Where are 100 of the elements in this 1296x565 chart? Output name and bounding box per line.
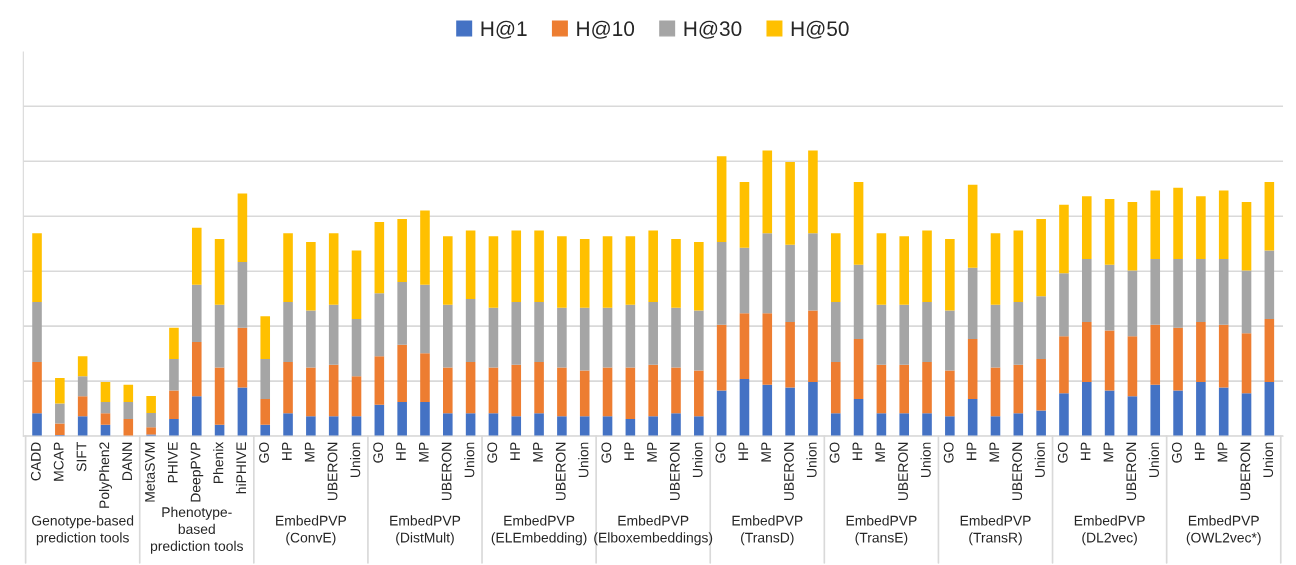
- bar: [191, 341, 202, 397]
- bar: [808, 381, 818, 437]
- bar: [420, 210, 430, 285]
- x-tick-label: GO: [715, 442, 726, 463]
- bar: [785, 321, 795, 388]
- bar: [1036, 359, 1046, 411]
- bar: [191, 227, 202, 285]
- x-tick-label: GO: [601, 442, 612, 463]
- bar: [808, 233, 818, 311]
- text: Genotype-based prediction tools: [32, 515, 134, 546]
- bar: [648, 364, 658, 417]
- bar: [351, 416, 362, 437]
- bar: [100, 381, 111, 402]
- x-tick-label: MP: [761, 442, 771, 462]
- bar: [488, 236, 499, 308]
- bar: [716, 324, 727, 391]
- bar: [328, 416, 339, 437]
- bar: [967, 399, 978, 437]
- bar: [694, 310, 704, 371]
- bar: [237, 261, 248, 328]
- bar: [1150, 384, 1161, 437]
- bar: [1150, 259, 1161, 325]
- bar: [990, 416, 1001, 437]
- text: EmbedPVP (DL2vec): [1074, 515, 1145, 546]
- bar: [214, 367, 225, 425]
- x-tick-label: HP: [852, 442, 863, 460]
- bar: [328, 364, 339, 417]
- x-tick-label: MetaSVM: [145, 442, 155, 502]
- x-tick-label: UBERON: [327, 442, 338, 501]
- bar: [602, 236, 613, 308]
- bar: [1264, 319, 1275, 382]
- x-tick-label: DANN: [122, 442, 132, 480]
- bar: [328, 233, 339, 305]
- bar: [1264, 181, 1275, 251]
- bar: [1241, 333, 1252, 394]
- bar: [1104, 199, 1115, 265]
- x-tick-label: GO: [829, 442, 840, 463]
- bar: [922, 301, 932, 362]
- bar: [214, 304, 225, 368]
- bar: [77, 376, 88, 397]
- bar: [1127, 336, 1138, 397]
- bar: [32, 361, 42, 414]
- bar: [123, 401, 134, 420]
- bar: [1173, 259, 1183, 328]
- bar: [169, 419, 179, 437]
- x-tick-label: SIFT: [76, 442, 87, 472]
- bar: [1173, 390, 1183, 437]
- bar: [511, 301, 522, 365]
- bar: [1013, 364, 1024, 414]
- x-tick-label: GO: [373, 442, 384, 463]
- bar: [1013, 413, 1024, 437]
- bar: [32, 413, 42, 437]
- x-tick-label: HP: [966, 442, 977, 460]
- bar: [967, 339, 978, 400]
- x-tick-label: MP: [875, 442, 885, 462]
- bar: [1081, 321, 1092, 382]
- bar: [283, 233, 293, 302]
- bar: [876, 364, 887, 414]
- bar: [785, 387, 795, 437]
- bar: [899, 236, 910, 305]
- bar: [146, 395, 156, 414]
- x-tick-label: Union: [464, 442, 475, 477]
- x-tick-label: UBERON: [1012, 442, 1023, 501]
- x-tick-label: UBERON: [1126, 442, 1137, 501]
- text: Phenotype- based prediction tools: [150, 506, 243, 554]
- bar: [283, 361, 293, 414]
- x-tick-label: MP: [989, 442, 1000, 462]
- bar: [648, 416, 658, 437]
- bar: [374, 293, 385, 357]
- bar: [32, 301, 42, 362]
- x-tick-label: Union: [350, 442, 361, 477]
- bar: [237, 387, 248, 437]
- bar: [123, 384, 134, 402]
- bar: [671, 239, 681, 308]
- bar: [55, 377, 65, 404]
- bar: [397, 344, 407, 402]
- x-tick-label: PolyPhen2: [99, 442, 112, 508]
- bar: [306, 416, 316, 437]
- x-tick-label: Union: [692, 442, 703, 477]
- bar: [534, 230, 544, 302]
- bar: [557, 236, 567, 308]
- x-tick-label: UBERON: [669, 442, 680, 501]
- bar: [694, 241, 704, 311]
- bar: [169, 390, 179, 420]
- bar: [77, 396, 88, 417]
- bar: [534, 413, 544, 437]
- x-tick-label: GO: [1057, 442, 1068, 463]
- bar: [100, 424, 111, 437]
- bar: [1036, 410, 1046, 437]
- bar: [990, 304, 1001, 368]
- bar: [397, 401, 407, 437]
- x-tick-label: MP: [1103, 442, 1114, 462]
- bar: [351, 250, 362, 320]
- bar: [899, 413, 910, 437]
- bar: [1218, 387, 1229, 437]
- x-tick-label: GO: [1171, 442, 1182, 463]
- bar: [1059, 204, 1069, 274]
- x-tick-label: CADD: [30, 442, 41, 481]
- bar: [602, 307, 613, 368]
- x-tick-label: Union: [920, 442, 931, 477]
